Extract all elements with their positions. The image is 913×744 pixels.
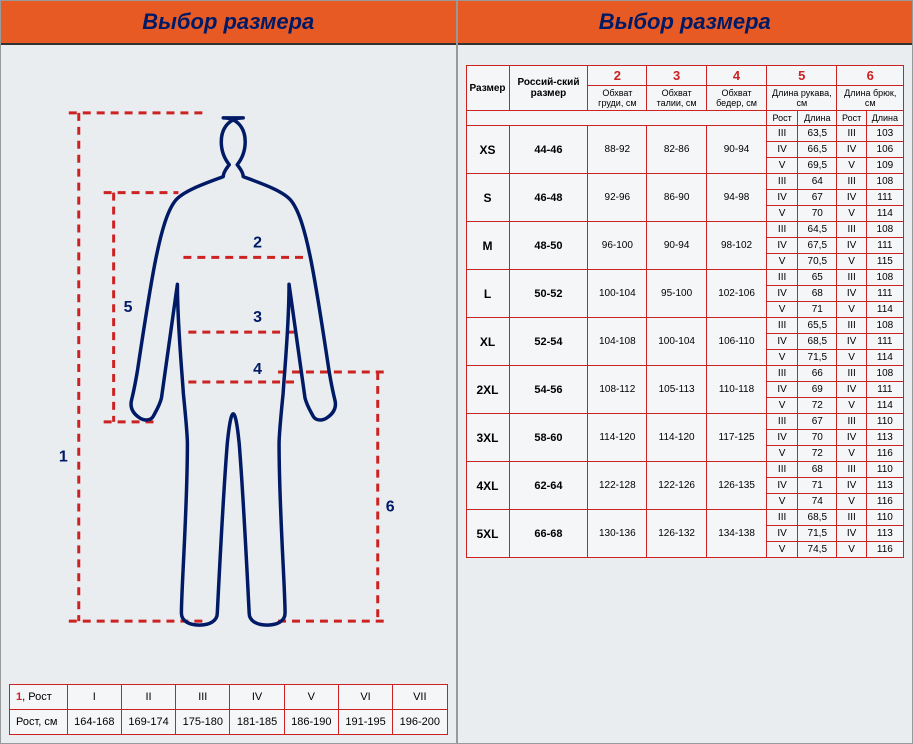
height-row-romans: 1, Рост I II III IV V VI VII — [10, 685, 448, 710]
height-label-1: 1, Рост — [10, 685, 68, 710]
left-panel: Выбор размера — [0, 0, 457, 744]
size-row: XS44-4688-9282-8690-94III63,5III103 — [466, 126, 904, 142]
size-row: 2XL54-56108-112105-113110-118III66III108 — [466, 366, 904, 382]
header-sub: Рост Длина Рост Длина — [466, 111, 904, 126]
size-row: XL52-54104-108100-104106-110III65,5III10… — [466, 318, 904, 334]
size-table: Размер Россий-ский размер 2 3 4 5 6 Обхв… — [466, 65, 905, 558]
size-row: 4XL62-64122-128122-126126-135III68III110 — [466, 462, 904, 478]
marker-2: 2 — [253, 234, 262, 251]
height-label-2: Рост, см — [10, 710, 68, 735]
size-row: L50-52100-10495-100102-106III65III108 — [466, 270, 904, 286]
marker-5: 5 — [124, 299, 133, 316]
body-diagram: 1 2 3 4 5 6 — [9, 65, 448, 678]
right-body: Размер Россий-ский размер 2 3 4 5 6 Обхв… — [458, 45, 913, 743]
size-row: 3XL58-60114-120114-120117-125III67III110 — [466, 414, 904, 430]
left-body: 1 2 3 4 5 6 1, Рост I II III IV V — [1, 45, 456, 743]
marker-1: 1 — [59, 448, 68, 465]
marker-6: 6 — [386, 498, 395, 515]
size-row: M48-5096-10090-9498-102III64,5III108 — [466, 222, 904, 238]
marker-3: 3 — [253, 309, 262, 326]
container: Выбор размера — [0, 0, 913, 744]
height-table: 1, Рост I II III IV V VI VII Рост, см 16… — [9, 684, 448, 735]
right-header: Выбор размера — [458, 1, 913, 45]
body-svg: 1 2 3 4 5 6 — [9, 92, 448, 652]
height-row-ranges: Рост, см 164-168 169-174 175-180 181-185… — [10, 710, 448, 735]
size-row: 5XL66-68130-136126-132134-138III68,5III1… — [466, 510, 904, 526]
header-colnums: Размер Россий-ский размер 2 3 4 5 6 — [466, 66, 904, 86]
right-panel: Выбор размера Размер Россий-ский размер … — [457, 0, 913, 744]
size-row: S46-4892-9686-9094-98III64III108 — [466, 174, 904, 190]
marker-4: 4 — [253, 360, 262, 377]
left-header: Выбор размера — [1, 1, 456, 45]
